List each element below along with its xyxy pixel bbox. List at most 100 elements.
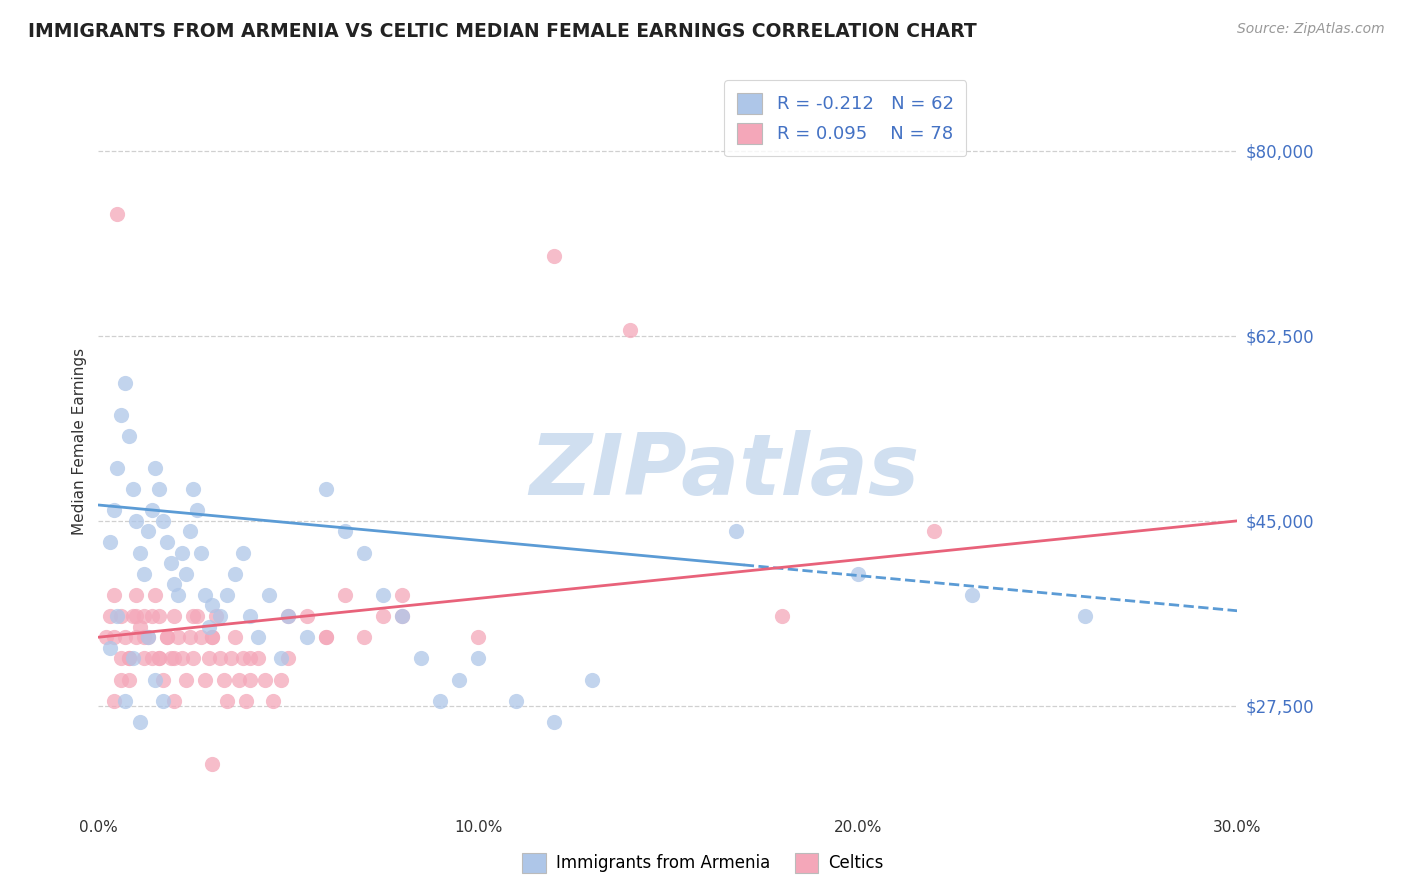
Point — [1074, 609, 1097, 624]
Point — [259, 588, 281, 602]
Point — [132, 566, 155, 581]
Legend: R = -0.212   N = 62, R = 0.095    N = 78: R = -0.212 N = 62, R = 0.095 N = 78 — [724, 80, 966, 156]
Point — [141, 503, 163, 517]
Point — [125, 514, 148, 528]
Point — [186, 609, 208, 624]
Point — [246, 630, 269, 644]
Point — [148, 609, 170, 624]
Point — [114, 630, 136, 644]
Point — [297, 609, 319, 624]
Point — [391, 588, 413, 602]
Point — [221, 651, 243, 665]
Point — [208, 609, 231, 624]
Point — [725, 524, 748, 539]
Point — [148, 651, 170, 665]
Point — [846, 566, 869, 581]
Point — [159, 556, 181, 570]
Point — [201, 630, 224, 644]
Point — [235, 694, 257, 708]
Point — [107, 207, 129, 221]
Point — [98, 609, 121, 624]
Text: IMMIGRANTS FROM ARMENIA VS CELTIC MEDIAN FEMALE EARNINGS CORRELATION CHART: IMMIGRANTS FROM ARMENIA VS CELTIC MEDIAN… — [28, 22, 977, 41]
Point — [246, 651, 269, 665]
Point — [239, 651, 262, 665]
Point — [197, 619, 219, 633]
Point — [163, 577, 186, 591]
Point — [262, 694, 284, 708]
Point — [129, 714, 152, 729]
Point — [170, 651, 193, 665]
Point — [194, 673, 217, 687]
Point — [152, 673, 174, 687]
Point — [315, 482, 337, 496]
Point — [467, 651, 489, 665]
Point — [170, 546, 193, 560]
Point — [543, 714, 565, 729]
Point — [960, 588, 983, 602]
Point — [94, 630, 117, 644]
Point — [353, 546, 375, 560]
Point — [110, 673, 132, 687]
Point — [174, 566, 197, 581]
Point — [186, 503, 208, 517]
Point — [335, 524, 357, 539]
Point — [201, 599, 224, 613]
Point — [125, 588, 148, 602]
Text: ZIPatlas: ZIPatlas — [530, 430, 920, 513]
Point — [159, 651, 181, 665]
Point — [156, 630, 179, 644]
Point — [132, 630, 155, 644]
Point — [429, 694, 451, 708]
Point — [118, 429, 141, 443]
Point — [114, 376, 136, 391]
Point — [121, 651, 143, 665]
Point — [167, 630, 190, 644]
Point — [353, 630, 375, 644]
Point — [239, 609, 262, 624]
Point — [224, 566, 246, 581]
Point — [118, 651, 141, 665]
Point — [107, 461, 129, 475]
Point — [132, 609, 155, 624]
Y-axis label: Median Female Earnings: Median Female Earnings — [72, 348, 87, 535]
Point — [277, 609, 299, 624]
Legend: Immigrants from Armenia, Celtics: Immigrants from Armenia, Celtics — [516, 847, 890, 880]
Point — [145, 461, 167, 475]
Text: Source: ZipAtlas.com: Source: ZipAtlas.com — [1237, 22, 1385, 37]
Point — [156, 535, 179, 549]
Point — [254, 673, 277, 687]
Point — [297, 630, 319, 644]
Point — [118, 651, 141, 665]
Point — [103, 694, 125, 708]
Point — [141, 651, 163, 665]
Point — [114, 694, 136, 708]
Point — [270, 673, 292, 687]
Point — [136, 630, 159, 644]
Point — [110, 408, 132, 422]
Point — [239, 673, 262, 687]
Point — [217, 694, 239, 708]
Point — [205, 609, 228, 624]
Point — [163, 694, 186, 708]
Point — [543, 250, 565, 264]
Point — [581, 673, 603, 687]
Point — [371, 588, 394, 602]
Point — [391, 609, 413, 624]
Point — [201, 630, 224, 644]
Point — [197, 651, 219, 665]
Point — [315, 630, 337, 644]
Point — [201, 757, 224, 772]
Point — [315, 630, 337, 644]
Point — [163, 609, 186, 624]
Point — [619, 324, 641, 338]
Point — [141, 609, 163, 624]
Point — [110, 651, 132, 665]
Point — [277, 609, 299, 624]
Point — [449, 673, 471, 687]
Point — [110, 609, 132, 624]
Point — [136, 630, 159, 644]
Point — [132, 651, 155, 665]
Point — [770, 609, 793, 624]
Point — [121, 609, 143, 624]
Point — [194, 588, 217, 602]
